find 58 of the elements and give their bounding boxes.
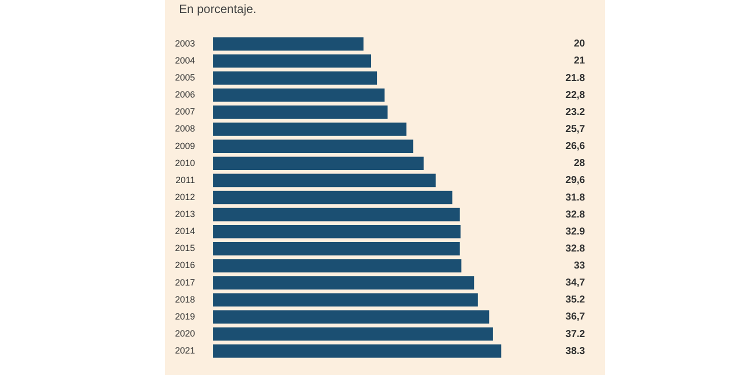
y-tick-label: 2017 — [174, 277, 196, 288]
y-tick-label: 2018 — [174, 294, 196, 304]
data-label: 38.3 — [566, 346, 586, 357]
bar — [213, 37, 364, 51]
data-label: 35.2 — [566, 294, 586, 306]
y-tick-label: 2014 — [174, 226, 196, 236]
y-tick-label: 2007 — [174, 106, 196, 117]
data-label: 31.8 — [566, 192, 586, 204]
data-label: 32.8 — [566, 243, 586, 254]
y-tick-label: 2021 — [174, 346, 196, 356]
bar — [213, 242, 460, 256]
bar — [213, 276, 474, 290]
y-tick-label: 2019 — [174, 311, 196, 322]
y-tick-label: 2016 — [174, 260, 196, 270]
y-tick-label: 2005 — [174, 72, 196, 83]
y-tick-label: 2008 — [174, 124, 196, 134]
y-tick-label: 2010 — [174, 158, 196, 168]
data-label: 21 — [574, 56, 586, 67]
y-tick-label: 2003 — [174, 38, 196, 48]
y-tick-label: 2011 — [176, 174, 196, 185]
data-label: 25,7 — [566, 124, 586, 135]
bar — [213, 140, 414, 153]
bar — [213, 293, 478, 307]
bar — [213, 71, 378, 85]
y-tick-label: 2020 — [174, 328, 196, 338]
data-label: 32.9 — [566, 226, 586, 238]
data-label: 33 — [574, 260, 586, 272]
bar — [213, 224, 461, 238]
data-label: 36,7 — [566, 312, 586, 323]
bar — [213, 54, 372, 68]
y-tick-label: 2015 — [174, 243, 196, 254]
bar — [213, 310, 490, 324]
bar — [213, 208, 460, 222]
bar — [213, 156, 424, 170]
data-label: 20 — [574, 38, 586, 50]
data-label: 28 — [574, 158, 586, 170]
data-label: 29,6 — [566, 175, 586, 186]
data-label: 34,7 — [566, 278, 586, 289]
bar — [213, 327, 493, 341]
bar — [213, 259, 462, 272]
data-label: 37.2 — [566, 328, 586, 340]
data-label: 32.8 — [566, 209, 586, 220]
y-tick-label: 2012 — [174, 192, 196, 202]
bar — [213, 122, 406, 136]
data-label: 21.8 — [566, 72, 586, 84]
data-label: 26,6 — [566, 141, 586, 152]
data-label: 23.2 — [566, 106, 586, 118]
bar — [213, 88, 385, 102]
y-tick-label: 2006 — [174, 90, 196, 100]
data-label: 22,8 — [566, 90, 586, 101]
y-tick-label: 2004 — [174, 55, 196, 66]
bar — [213, 174, 436, 188]
bar — [213, 190, 452, 204]
chart-subtitle: En porcentaje. — [178, 1, 258, 18]
bar — [213, 106, 388, 119]
y-tick-label: 2013 — [174, 209, 196, 220]
bar — [213, 344, 502, 358]
y-tick-label: 2009 — [174, 140, 196, 151]
